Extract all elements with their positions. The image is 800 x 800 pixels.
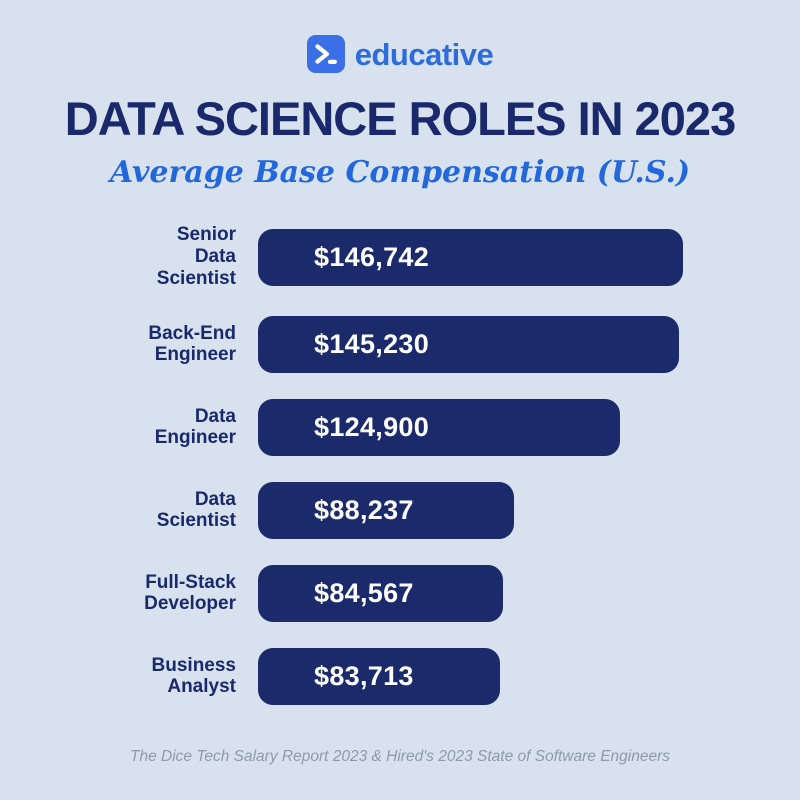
- bar-row: Data Scientist $88,237: [58, 481, 800, 539]
- bar-value: $83,713: [314, 660, 414, 691]
- bar-value: $146,742: [314, 241, 430, 272]
- bar: $84,567: [258, 564, 503, 622]
- bar-track: $84,567: [258, 564, 683, 622]
- bar-label: Data Engineer: [154, 405, 236, 449]
- bar: $124,900: [258, 398, 620, 456]
- bar-track: $83,713: [258, 647, 683, 705]
- bar-label: Full-Stack Developer: [144, 571, 236, 615]
- bar-track: $88,237: [258, 481, 683, 539]
- bar-value: $88,237: [314, 494, 414, 525]
- bar-row: Data Engineer $124,900: [58, 398, 800, 456]
- bar-row: Senior Data Scientist $146,742: [58, 224, 800, 290]
- bar: $88,237: [258, 481, 514, 539]
- bar-chart: Senior Data Scientist $146,742 Back-End …: [0, 224, 800, 731]
- bar: $146,742: [258, 228, 683, 286]
- page-title: DATA SCIENCE ROLES IN 2023: [64, 92, 736, 145]
- bar-row: Full-Stack Developer $84,567: [58, 564, 800, 622]
- logo: educative: [0, 32, 800, 76]
- bar-value: $145,230: [314, 328, 430, 359]
- educative-wordmark: educative: [354, 36, 494, 72]
- bar-track: $124,900: [258, 398, 683, 456]
- bar-track: $145,230: [258, 315, 683, 373]
- bar: $145,230: [258, 315, 679, 373]
- bar-label: Senior Data Scientist: [156, 224, 236, 290]
- bar-value: $124,900: [314, 411, 430, 442]
- page-subtitle: Average Base Compensation (U.S.): [109, 155, 691, 191]
- bar-row: Back-End Engineer $145,230: [58, 315, 800, 373]
- bar-value: $84,567: [314, 577, 414, 608]
- bar-row: Business Analyst $83,713: [58, 647, 800, 705]
- bar-label: Business Analyst: [151, 654, 236, 698]
- bar-track: $146,742: [258, 228, 683, 286]
- bar: $83,713: [258, 647, 501, 705]
- bar-label: Back-End Engineer: [148, 322, 236, 366]
- bar-label: Data Scientist: [156, 488, 236, 532]
- source-note: The Dice Tech Salary Report 2023 & Hired…: [129, 748, 671, 765]
- educative-terminal-icon: [306, 35, 345, 73]
